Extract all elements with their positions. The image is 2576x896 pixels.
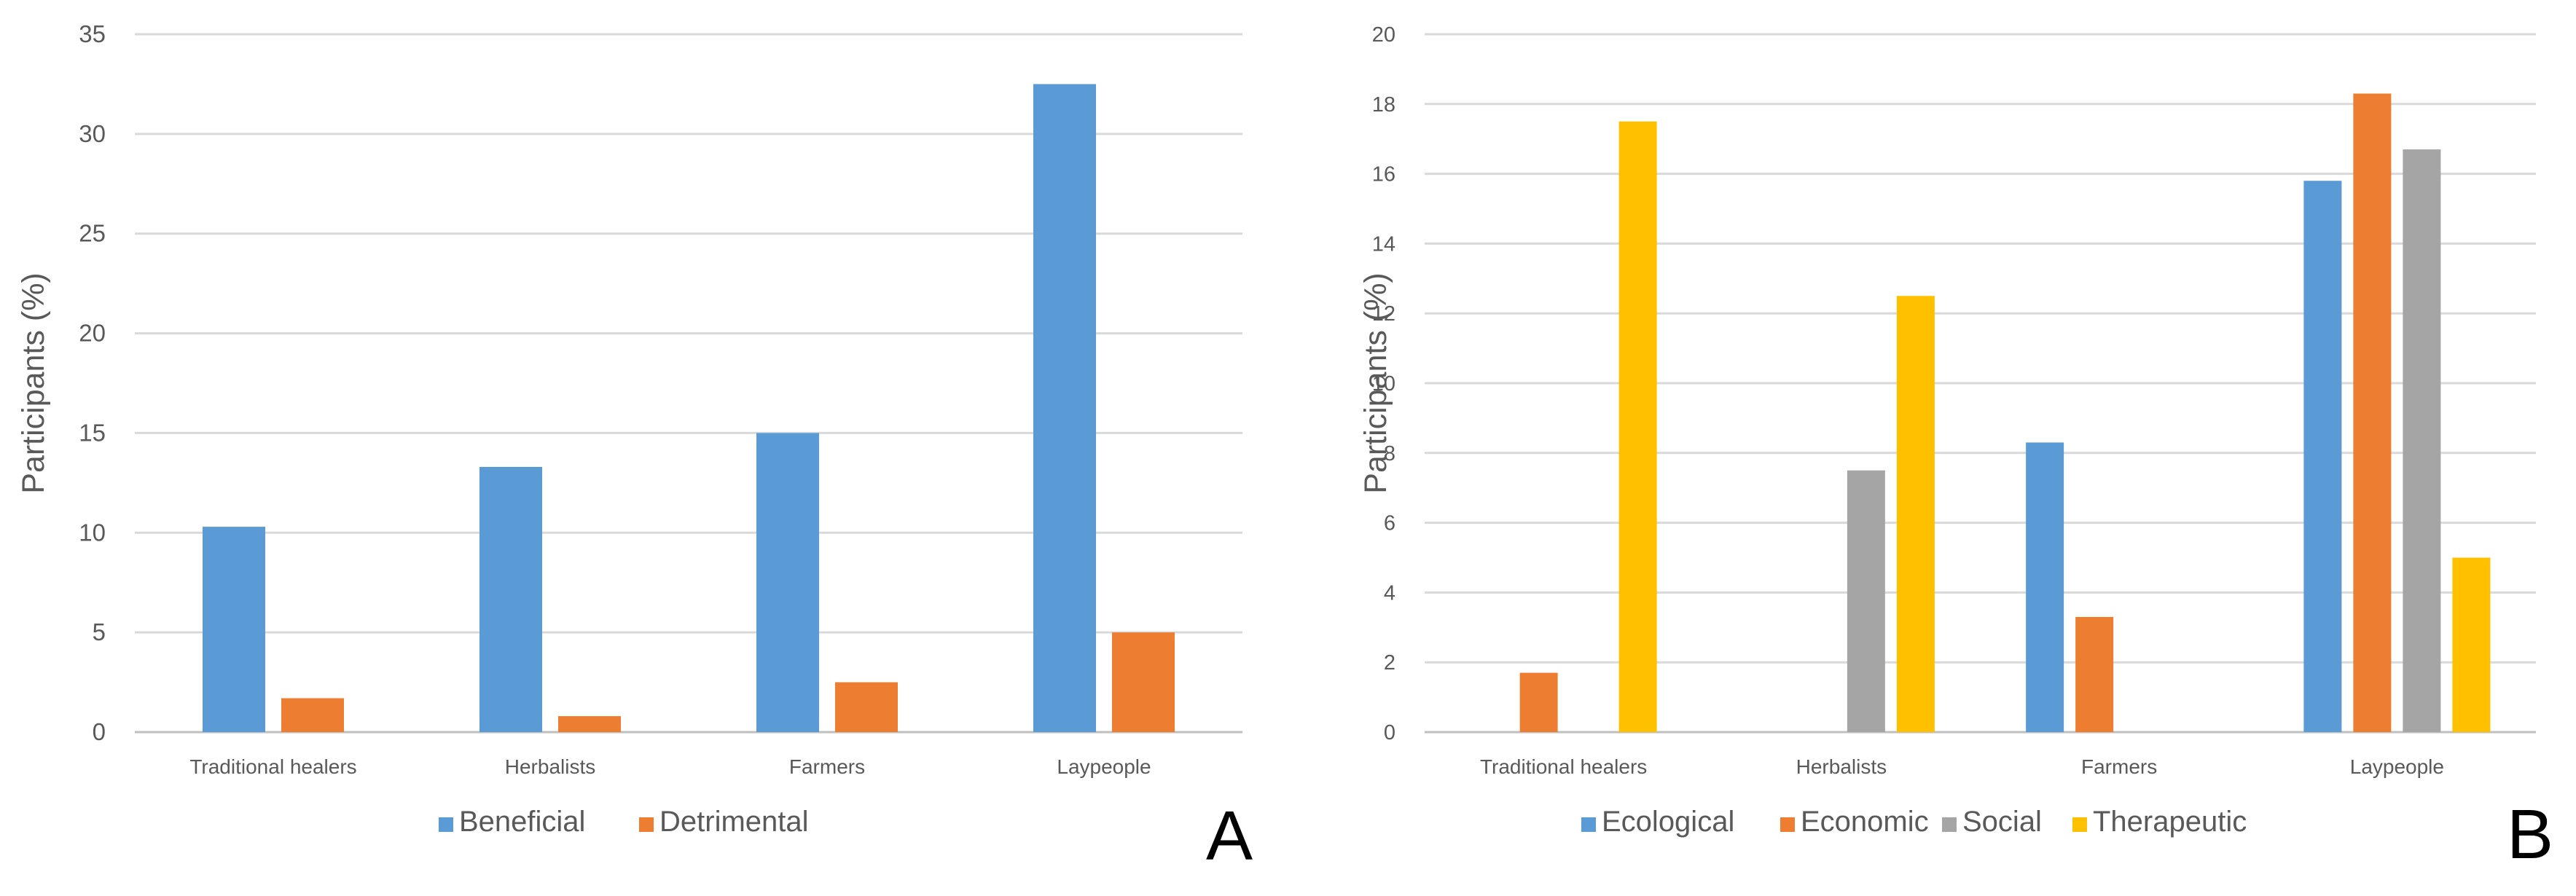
bar-therapeutic-1	[1618, 121, 1657, 732]
legend-swatch-ecological	[1581, 817, 1596, 832]
panel-letter-a: A	[1206, 797, 1253, 875]
y-tick-label: 6	[1384, 512, 1395, 535]
bar-ecological-4	[2303, 181, 2342, 732]
x-tick-label: Farmers	[2081, 755, 2157, 778]
y-tick-label: 0	[1384, 721, 1395, 744]
bar-economic-1	[1519, 672, 1558, 732]
legend-swatch-economic	[1780, 817, 1795, 832]
legend-label-economic: Economic	[1801, 806, 1929, 838]
legend-label-detrimental: Detrimental	[659, 806, 809, 838]
legend-swatch-detrimental	[639, 817, 654, 832]
y-tick-label: 15	[79, 419, 106, 446]
x-tick-label: Herbalists	[505, 755, 595, 778]
bar-detrimental-2	[558, 716, 621, 732]
y-axis-title: Participants (%)	[16, 272, 51, 493]
panel-b-chart: 0 2 4 6 8 10 12 14 16 18 20 Participants (%) Traditi…	[1358, 23, 2536, 838]
y-tick-label: 25	[79, 220, 106, 247]
y-axis-title: Participants (%)	[1358, 272, 1393, 493]
y-tick-label: 20	[1372, 23, 1395, 47]
bar-beneficial-3	[756, 433, 819, 732]
x-tick-label: Traditional healers	[1480, 755, 1647, 778]
bar-beneficial-4	[1033, 84, 1096, 732]
legend-swatch-beneficial	[439, 817, 453, 832]
bar-social-2	[1847, 470, 1885, 732]
bar-social-4	[2403, 149, 2441, 732]
y-tick-label: 0	[93, 718, 106, 745]
bar-therapeutic-2	[1896, 296, 1935, 732]
x-tick-label: Farmers	[789, 755, 865, 778]
y-tick-label: 16	[1372, 163, 1395, 186]
x-tick-label: Laypeople	[2350, 755, 2444, 778]
bar-economic-4	[2353, 93, 2392, 732]
y-tick-label: 2	[1384, 651, 1395, 675]
y-tick-label: 12	[1372, 302, 1395, 326]
y-tick-label: 10	[1372, 372, 1395, 396]
bar-detrimental-4	[1112, 632, 1175, 732]
y-tick-label: 14	[1372, 232, 1395, 256]
legend-label-beneficial: Beneficial	[459, 806, 585, 838]
bar-detrimental-1	[281, 698, 344, 732]
y-tick-label: 35	[79, 20, 106, 47]
legend-label-social: Social	[1962, 806, 2042, 838]
legend-label-ecological: Ecological	[1602, 806, 1734, 838]
panel-a-chart: 0 5 10 15 20 25 30 35 Participants (%) Traditiona…	[16, 20, 1242, 838]
legend-label-therapeutic: Therapeutic	[2093, 806, 2247, 838]
y-tick-label: 30	[79, 120, 106, 147]
legend-swatch-social	[1942, 817, 1957, 832]
y-tick-label: 5	[93, 618, 106, 645]
bar-beneficial-1	[203, 527, 265, 732]
bar-ecological-3	[2026, 442, 2064, 732]
x-tick-label: Laypeople	[1057, 755, 1151, 778]
x-tick-label: Herbalists	[1796, 755, 1887, 778]
legend-swatch-therapeutic	[2072, 817, 2087, 832]
bar-therapeutic-4	[2452, 557, 2491, 732]
bar-economic-3	[2075, 616, 2114, 732]
y-tick-label: 4	[1384, 581, 1395, 605]
panel-letter-b: B	[2507, 795, 2553, 873]
y-tick-label: 10	[79, 519, 106, 546]
y-tick-label: 18	[1372, 93, 1395, 117]
y-tick-label: 8	[1384, 442, 1395, 465]
bar-beneficial-2	[479, 466, 542, 732]
bar-detrimental-3	[835, 682, 898, 732]
y-tick-label: 20	[79, 320, 106, 347]
x-tick-label: Traditional healers	[189, 755, 356, 778]
